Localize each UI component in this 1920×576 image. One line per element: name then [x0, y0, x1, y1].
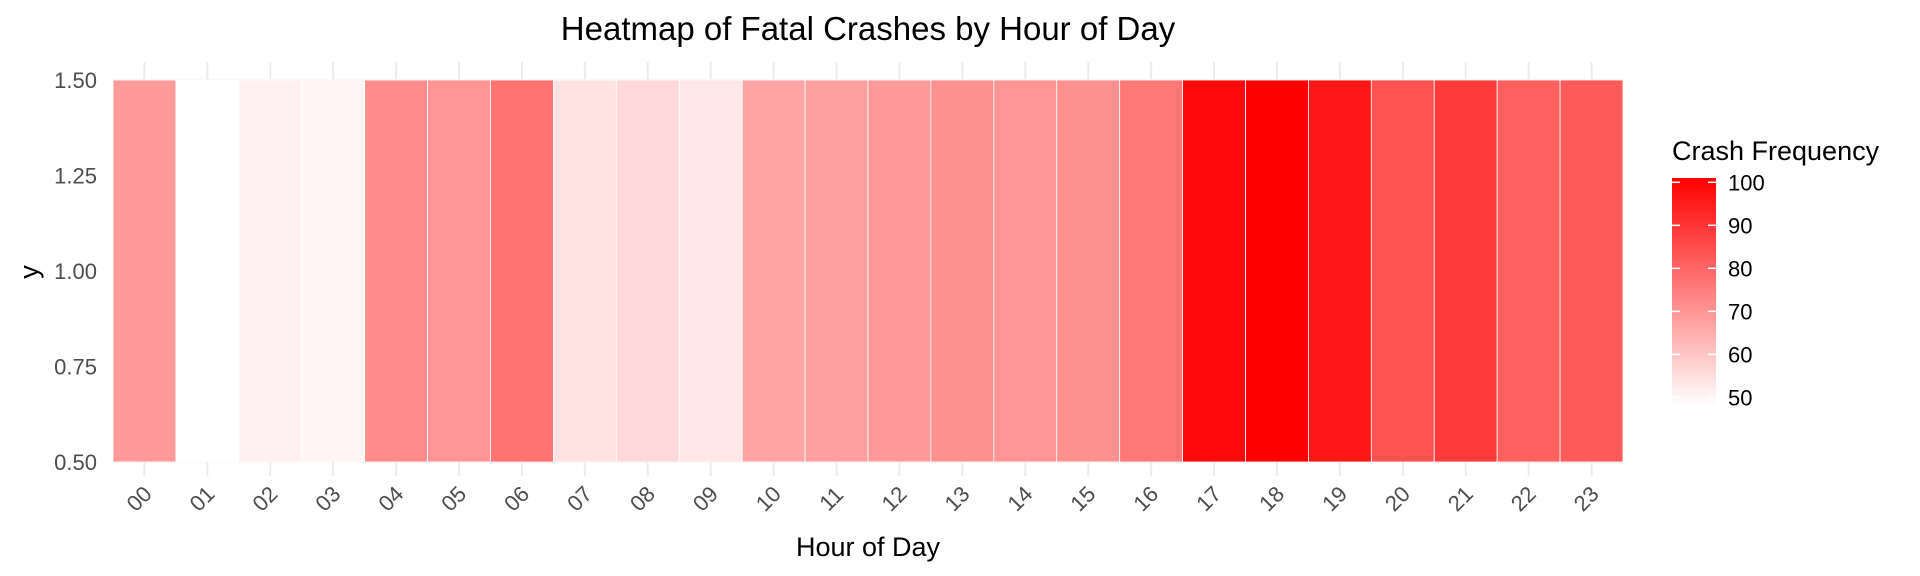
x-tick-label: 03 [310, 481, 345, 516]
heatmap-cell-01 [175, 79, 240, 463]
legend-title: Crash Frequency [1672, 136, 1880, 166]
heatmap-cell-05 [427, 79, 491, 463]
x-tick-label: 14 [1002, 481, 1037, 516]
heatmap-cell-14 [993, 79, 1058, 463]
x-tick-label: 11 [814, 482, 848, 516]
x-tick-label: 22 [1506, 481, 1541, 516]
heatmap-cell-15 [1056, 79, 1121, 463]
heatmap-cell-17 [1182, 79, 1246, 463]
legend-ticks: 50 60 70 80 90 100 [1672, 170, 1765, 410]
x-tick-label: 07 [562, 481, 597, 516]
legend-tick-label: 60 [1728, 342, 1752, 367]
x-tick-label: 17 [1191, 481, 1226, 516]
x-axis-ticks: 00 01 02 03 04 05 06 07 08 09 10 11 12 13 14 15 16 17 18 19… [122, 481, 1604, 516]
x-tick-label: 21 [1443, 481, 1478, 516]
legend-tick-label: 50 [1728, 385, 1752, 410]
heatmap-cell-20 [1370, 79, 1435, 463]
legend-tick-label: 100 [1728, 170, 1765, 195]
x-tick-label: 09 [688, 481, 723, 516]
heatmap-tiles [112, 79, 1624, 463]
x-tick-label: 02 [247, 481, 282, 516]
heatmap-cell-03 [301, 79, 366, 463]
x-tick-label: 06 [499, 481, 534, 516]
x-tick-label: 15 [1065, 481, 1100, 516]
y-tick-label: 1.50 [54, 68, 97, 93]
x-tick-label: 01 [185, 481, 220, 516]
heatmap-cell-06 [490, 79, 554, 463]
x-tick-label: 08 [625, 481, 660, 516]
heatmap-cell-10 [741, 79, 806, 463]
heatmap-cell-16 [1119, 79, 1183, 463]
legend-tick-label: 70 [1728, 299, 1752, 324]
legend: Crash Frequency 50 60 70 80 90 100 [1672, 136, 1880, 410]
heatmap-cell-23 [1559, 79, 1624, 463]
x-tick-label: 05 [436, 481, 471, 516]
x-tick-label: 18 [1254, 481, 1289, 516]
y-tick-label: 1.00 [54, 259, 97, 284]
heatmap-cell-13 [930, 79, 995, 463]
heatmap-cell-19 [1308, 79, 1372, 463]
y-axis-ticks: 0.50 0.75 1.00 1.25 1.50 [54, 68, 97, 475]
y-tick-label: 0.50 [54, 450, 97, 475]
x-tick-label: 19 [1317, 481, 1352, 516]
x-axis-title: Hour of Day [796, 532, 941, 562]
x-tick-label: 23 [1569, 481, 1604, 516]
x-tick-label: 00 [122, 481, 157, 516]
heatmap-cell-04 [364, 79, 428, 463]
heatmap-cell-00 [112, 79, 177, 463]
x-tick-label: 04 [373, 481, 408, 516]
y-axis-title: y [14, 265, 44, 279]
heatmap-cell-07 [553, 79, 617, 463]
legend-colorbar [1672, 178, 1716, 406]
x-tick-label: 10 [751, 481, 786, 516]
y-tick-label: 0.75 [54, 355, 97, 380]
heatmap-cell-12 [867, 79, 932, 463]
x-tick-label: 16 [1128, 481, 1163, 516]
heatmap-cell-08 [615, 79, 680, 463]
heatmap-cell-21 [1433, 79, 1498, 463]
x-tick-label: 20 [1380, 481, 1415, 516]
y-tick-label: 1.25 [54, 164, 97, 189]
heatmap-cell-18 [1245, 79, 1309, 463]
x-tick-label: 13 [940, 481, 975, 516]
legend-tick-label: 80 [1728, 256, 1752, 281]
heatmap-cell-22 [1496, 79, 1561, 463]
heatmap-cell-11 [804, 79, 869, 463]
heatmap-cell-09 [678, 79, 743, 463]
legend-tick-label: 90 [1728, 213, 1752, 238]
chart-title: Heatmap of Fatal Crashes by Hour of Day [561, 10, 1176, 47]
heatmap-cell-02 [238, 79, 303, 463]
x-tick-label: 12 [877, 481, 912, 516]
